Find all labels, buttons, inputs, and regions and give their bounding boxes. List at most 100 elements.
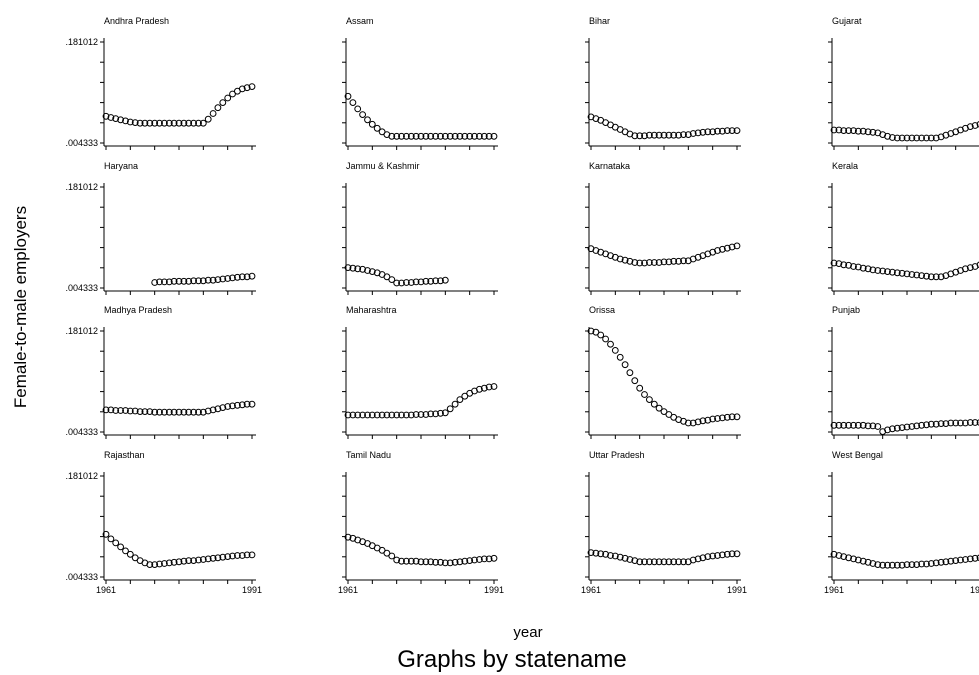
data-point bbox=[388, 276, 396, 284]
data-point bbox=[417, 132, 425, 140]
data-point bbox=[859, 421, 867, 429]
data-point bbox=[156, 119, 163, 127]
data-point bbox=[864, 558, 872, 566]
data-point bbox=[451, 400, 459, 408]
data-point bbox=[349, 99, 357, 106]
data-point bbox=[859, 264, 867, 272]
data-point bbox=[112, 407, 120, 414]
data-point bbox=[602, 335, 609, 343]
data-point bbox=[354, 265, 362, 273]
data-point bbox=[175, 558, 183, 566]
data-point bbox=[947, 557, 955, 565]
data-point bbox=[224, 275, 232, 282]
data-point bbox=[485, 383, 493, 391]
data-point bbox=[650, 259, 658, 266]
data-point bbox=[976, 121, 979, 128]
data-point bbox=[456, 558, 464, 566]
x-tick-label-end: 1991 bbox=[242, 585, 262, 595]
data-point bbox=[190, 557, 198, 564]
data-point bbox=[937, 273, 945, 281]
data-point bbox=[102, 406, 110, 414]
data-point bbox=[412, 557, 420, 565]
data-point bbox=[359, 111, 367, 118]
data-point bbox=[621, 256, 629, 264]
data-point bbox=[422, 132, 430, 140]
data-point bbox=[966, 555, 974, 563]
data-point bbox=[344, 264, 352, 272]
data-point bbox=[626, 257, 634, 265]
panel-title: Madhya Pradesh bbox=[104, 305, 172, 315]
data-point bbox=[694, 418, 702, 426]
data-point bbox=[903, 134, 911, 142]
data-point bbox=[180, 277, 188, 285]
data-point bbox=[180, 557, 188, 565]
data-point bbox=[422, 411, 430, 418]
data-point bbox=[966, 264, 974, 272]
data-point bbox=[378, 411, 386, 419]
data-point bbox=[170, 558, 178, 566]
data-point bbox=[180, 119, 188, 127]
data-point bbox=[845, 261, 852, 269]
data-point bbox=[694, 555, 702, 563]
data-point bbox=[962, 556, 969, 563]
data-point bbox=[219, 99, 227, 106]
data-point bbox=[156, 278, 163, 286]
data-point bbox=[403, 557, 410, 565]
data-point bbox=[962, 419, 969, 427]
data-point bbox=[699, 554, 707, 562]
data-point bbox=[161, 278, 168, 286]
data-point bbox=[932, 420, 940, 428]
data-point bbox=[466, 132, 474, 140]
data-point bbox=[126, 550, 134, 558]
x-tick-label-start: 1961 bbox=[338, 585, 358, 595]
data-point bbox=[845, 127, 852, 135]
data-point bbox=[432, 558, 440, 566]
data-point bbox=[631, 132, 639, 140]
panel-title: Bihar bbox=[589, 16, 610, 26]
panel-title: Kerala bbox=[832, 161, 858, 171]
panel-title: Maharashtra bbox=[346, 305, 397, 315]
data-point bbox=[723, 413, 731, 421]
data-point bbox=[714, 552, 721, 559]
data-point bbox=[957, 419, 964, 427]
data-point bbox=[850, 127, 857, 135]
data-point bbox=[704, 553, 712, 560]
data-point bbox=[611, 347, 619, 354]
data-point bbox=[102, 530, 110, 538]
data-point bbox=[359, 265, 367, 273]
data-point bbox=[446, 132, 454, 140]
panel-andhra-pradesh: Andhra Pradesh .181012 .004333 bbox=[65, 16, 256, 150]
data-point bbox=[209, 554, 217, 562]
data-point bbox=[908, 134, 916, 142]
data-point bbox=[918, 421, 925, 429]
data-point bbox=[229, 552, 236, 560]
data-point bbox=[393, 411, 401, 419]
data-point bbox=[383, 549, 391, 557]
data-point bbox=[234, 552, 241, 559]
data-point bbox=[879, 561, 887, 569]
data-point bbox=[388, 411, 396, 419]
panel-rajasthan: Rajasthan .181012 .004333 1961 1991 bbox=[65, 450, 262, 595]
data-point bbox=[248, 551, 256, 559]
data-point bbox=[422, 277, 430, 285]
data-point bbox=[709, 415, 717, 423]
data-point bbox=[927, 420, 935, 428]
data-point bbox=[359, 411, 367, 419]
panel-title: Karnataka bbox=[589, 161, 630, 171]
data-point bbox=[655, 404, 663, 412]
data-point bbox=[190, 119, 198, 127]
data-point bbox=[437, 132, 444, 140]
data-point bbox=[611, 552, 619, 560]
data-point bbox=[908, 561, 916, 568]
data-point bbox=[243, 273, 251, 281]
panel-title: Andhra Pradesh bbox=[104, 16, 169, 26]
data-point bbox=[417, 278, 425, 286]
data-point bbox=[854, 127, 862, 135]
data-point bbox=[122, 407, 129, 414]
data-point bbox=[835, 260, 843, 268]
data-point bbox=[441, 409, 449, 417]
data-point bbox=[102, 112, 110, 120]
data-point bbox=[913, 134, 921, 142]
data-point bbox=[209, 276, 217, 284]
panel-title: Gujarat bbox=[832, 16, 862, 26]
